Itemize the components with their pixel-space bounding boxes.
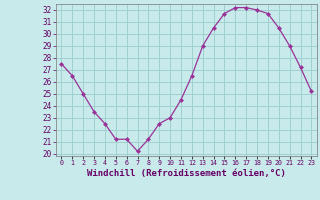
X-axis label: Windchill (Refroidissement éolien,°C): Windchill (Refroidissement éolien,°C) [87,169,286,178]
